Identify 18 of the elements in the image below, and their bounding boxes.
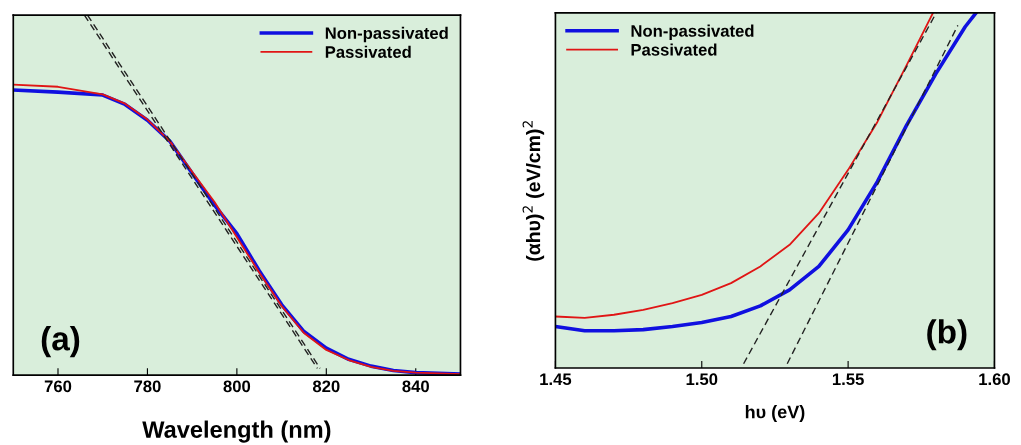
legend-label: Non-passivated: [325, 26, 448, 43]
annotation: (a): [41, 326, 80, 358]
x-tick-label: 780: [134, 380, 161, 393]
x-axis-title: hυ (eV): [745, 405, 805, 422]
x-tick-label: 1.60: [979, 373, 1010, 386]
annotation: (b): [927, 319, 967, 351]
legend-label: Passivated: [631, 43, 717, 56]
x-tick-label: 840: [402, 380, 429, 393]
x-axis-title: Wavelength (nm): [142, 420, 331, 443]
x-tick-label: 760: [44, 380, 72, 393]
x-tick-label: 1.50: [686, 373, 718, 386]
y-axis-title: (αhυ)$^{2}$ (eV/cm)$^{2}$: [522, 121, 545, 261]
x-tick-label: 800: [223, 380, 251, 393]
legend-label: Passivated: [325, 45, 411, 58]
legend-label: Non-passivated: [631, 24, 754, 41]
x-tick-label: 820: [312, 380, 340, 393]
x-tick-label: 1.55: [832, 373, 864, 386]
x-tick-label: 1.45: [540, 373, 572, 386]
